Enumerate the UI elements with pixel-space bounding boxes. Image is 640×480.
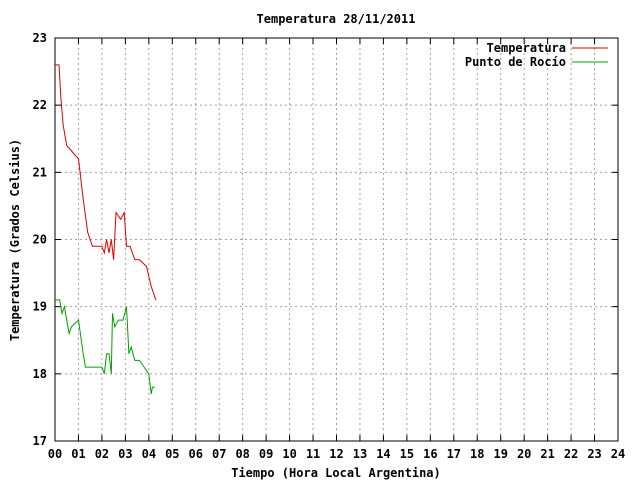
- x-tick-label: 24: [611, 447, 625, 461]
- x-tick-label: 19: [493, 447, 507, 461]
- x-tick-label: 15: [400, 447, 414, 461]
- x-tick-label: 20: [517, 447, 531, 461]
- series-line-0: [55, 64, 157, 301]
- x-tick-label: 22: [564, 447, 578, 461]
- y-axis-label: Temperatura (Grados Celsius): [8, 139, 22, 341]
- y-tick-label: 21: [33, 165, 47, 179]
- chart-title: Temperatura 28/11/2011: [257, 12, 416, 26]
- x-tick-label: 18: [470, 447, 484, 461]
- y-tick-label: 20: [33, 233, 47, 247]
- y-tick-label: 22: [33, 98, 47, 112]
- x-tick-label: 05: [165, 447, 179, 461]
- series-lines: [55, 64, 157, 395]
- series-line-1: [55, 299, 155, 395]
- x-tick-label: 08: [235, 447, 249, 461]
- x-tick-label: 01: [71, 447, 85, 461]
- x-tick-label: 14: [376, 447, 390, 461]
- x-tick-label: 16: [423, 447, 437, 461]
- x-tick-label: 07: [212, 447, 226, 461]
- x-axis-ticks: 00 01 02 03 04 05 06 07 08 09 10 11 12 13 14 15 16 17 18 19…: [48, 38, 625, 461]
- x-tick-label: 10: [282, 447, 296, 461]
- y-tick-label: 23: [33, 31, 47, 45]
- plot-frame: [54, 37, 619, 442]
- x-tick-label: 21: [540, 447, 554, 461]
- x-tick-label: 06: [189, 447, 203, 461]
- x-tick-label: 04: [142, 447, 156, 461]
- x-tick-label: 00: [48, 447, 62, 461]
- legend-label-temperatura: Temperatura: [487, 41, 566, 55]
- legend: Temperatura Punto de Rocío: [465, 41, 608, 69]
- grid-lines: [55, 38, 618, 441]
- x-tick-label: 23: [587, 447, 601, 461]
- y-axis-ticks: 17 18 19 20 21 22 23: [33, 31, 618, 448]
- x-tick-label: 13: [353, 447, 367, 461]
- x-tick-label: 09: [259, 447, 273, 461]
- y-tick-label: 18: [33, 367, 47, 381]
- legend-label-punto-de-rocio: Punto de Rocío: [465, 55, 566, 69]
- y-tick-label: 17: [33, 434, 47, 448]
- x-tick-label: 12: [329, 447, 343, 461]
- x-tick-label: 11: [306, 447, 320, 461]
- x-tick-label: 17: [447, 447, 461, 461]
- x-tick-label: 03: [118, 447, 132, 461]
- x-axis-label: Tiempo (Hora Local Argentina): [231, 466, 441, 480]
- x-tick-label: 02: [95, 447, 109, 461]
- y-tick-label: 19: [33, 300, 47, 314]
